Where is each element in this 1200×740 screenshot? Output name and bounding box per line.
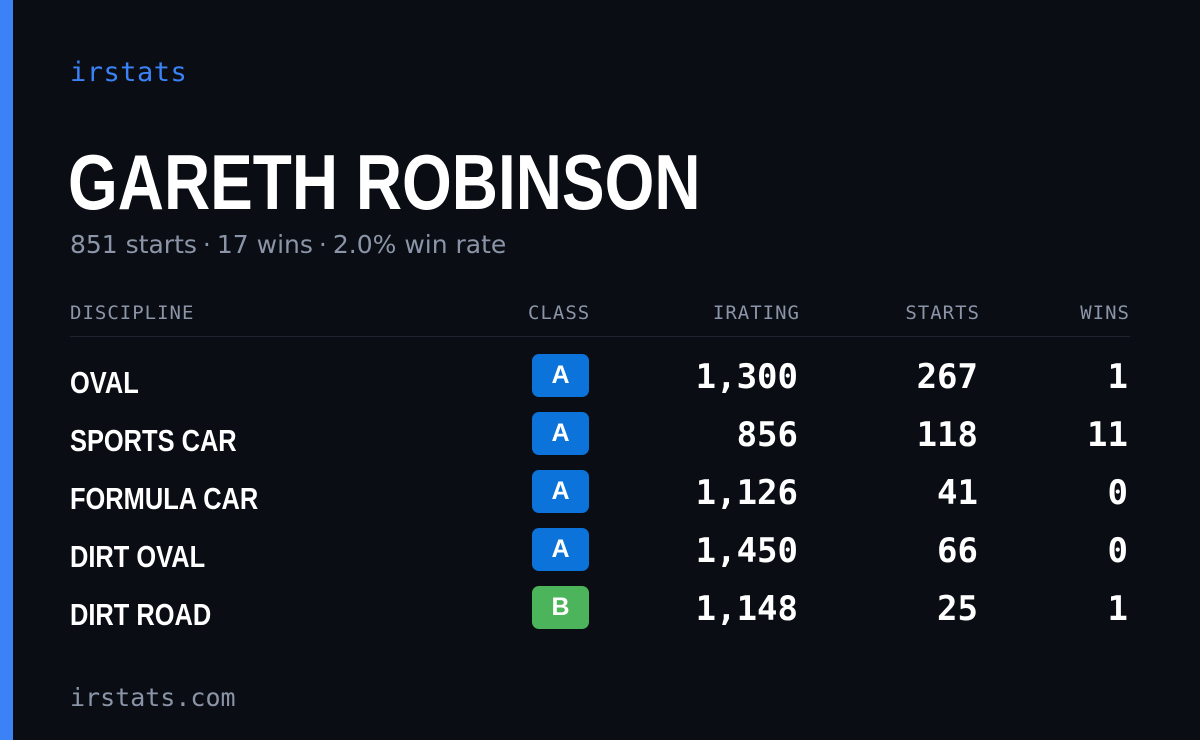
- driver-name: GARETH ROBINSON: [68, 138, 701, 226]
- discipline-label: DIRT ROAD: [70, 597, 212, 632]
- summary-separator: ·: [202, 230, 211, 259]
- summary-separator: ·: [318, 230, 327, 259]
- header-divider: [70, 336, 1130, 337]
- wins-value: 0: [1107, 473, 1128, 513]
- stats-table-header: DISCIPLINE CLASS IRATING STARTS WINS: [70, 300, 1130, 326]
- table-row: DIRT ROAD B 1,148 25 1: [70, 586, 1130, 644]
- starts-value: 25: [937, 589, 978, 629]
- wins-value: 1: [1107, 357, 1128, 397]
- table-row: SPORTS CAR A 856 118 11: [70, 412, 1130, 470]
- header-wins: WINS: [1080, 302, 1130, 324]
- table-row: OVAL A 1,300 267 1: [70, 354, 1130, 412]
- starts-value: 118: [916, 415, 978, 455]
- class-badge: A: [532, 412, 589, 455]
- driver-summary: 851 starts · 17 wins · 2.0% win rate: [70, 228, 506, 262]
- irating-value: 1,300: [695, 357, 798, 397]
- wins-value: 1: [1107, 589, 1128, 629]
- footer-domain[interactable]: irstats.com: [70, 683, 236, 712]
- class-badge: B: [532, 586, 589, 629]
- table-row: FORMULA CAR A 1,126 41 0: [70, 470, 1130, 528]
- summary-starts: 851 starts: [70, 230, 197, 259]
- wins-value: 0: [1107, 531, 1128, 571]
- header-starts: STARTS: [905, 302, 980, 324]
- wins-value: 11: [1087, 415, 1128, 455]
- class-badge: A: [532, 470, 589, 513]
- brand-logo-text[interactable]: irstats: [70, 57, 188, 88]
- accent-bar: [0, 0, 13, 740]
- header-class: CLASS: [528, 302, 591, 324]
- irating-value: 856: [736, 415, 798, 455]
- summary-win-rate: 2.0% win rate: [332, 230, 507, 259]
- discipline-label: OVAL: [70, 365, 139, 400]
- irating-value: 1,126: [695, 473, 798, 513]
- class-badge: A: [532, 528, 589, 571]
- header-discipline: DISCIPLINE: [70, 302, 195, 324]
- discipline-label: SPORTS CAR: [70, 423, 237, 458]
- header-irating: IRATING: [712, 302, 800, 324]
- irating-value: 1,450: [695, 531, 798, 571]
- discipline-label: DIRT OVAL: [70, 539, 206, 574]
- table-row: DIRT OVAL A 1,450 66 0: [70, 528, 1130, 586]
- starts-value: 66: [937, 531, 978, 571]
- starts-value: 267: [916, 357, 978, 397]
- summary-wins: 17 wins: [216, 230, 313, 259]
- class-badge: A: [532, 354, 589, 397]
- irating-value: 1,148: [695, 589, 798, 629]
- starts-value: 41: [937, 473, 978, 513]
- discipline-label: FORMULA CAR: [70, 481, 259, 516]
